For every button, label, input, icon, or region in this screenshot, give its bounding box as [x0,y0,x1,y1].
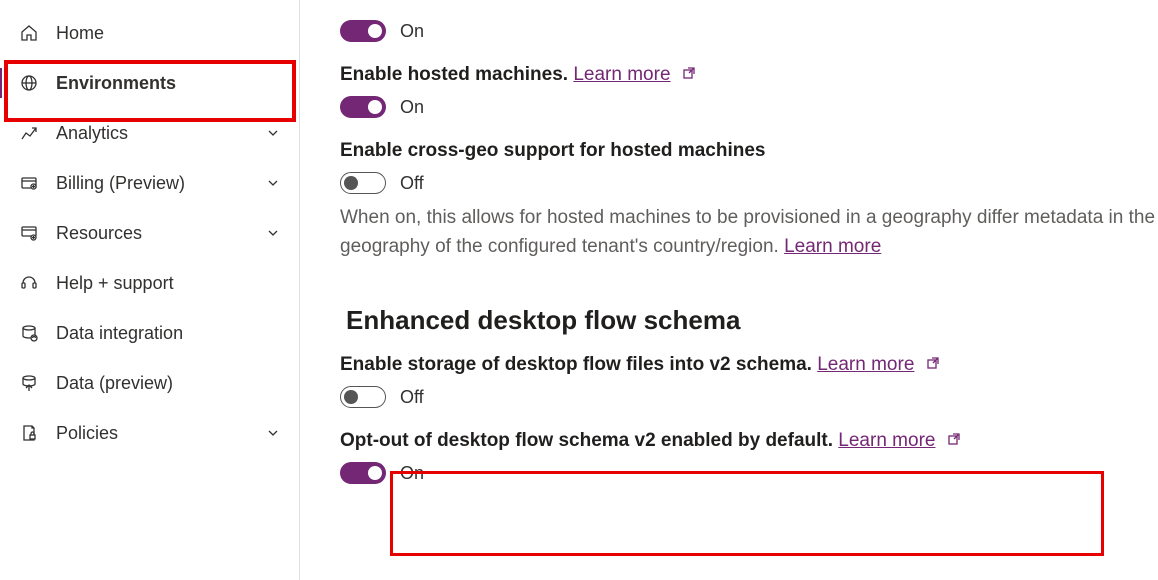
billing-icon [18,172,40,194]
learn-more-link[interactable]: Learn more [838,430,935,451]
toggle-state-label: Off [400,173,424,194]
sidebar-item-label: Resources [56,223,265,244]
learn-more-link[interactable]: Learn more [817,354,914,375]
sidebar-item-label: Policies [56,423,265,444]
section-heading: Enhanced desktop flow schema [346,305,1158,336]
sidebar-item-resources[interactable]: Resources [0,208,299,258]
resources-icon [18,222,40,244]
sidebar-item-label: Data integration [56,323,281,344]
sidebar-item-help-support[interactable]: Help + support [0,258,299,308]
sidebar-item-data-preview[interactable]: Data (preview) [0,358,299,408]
setting-title: Enable cross-geo support for hosted mach… [340,140,1158,162]
setting-row: On [340,20,1158,42]
learn-more-link[interactable]: Learn more [573,64,670,85]
toggle-state-label: On [400,463,424,484]
learn-more-link[interactable]: Learn more [784,236,881,257]
chevron-down-icon [265,225,281,241]
setting-description: When on, this allows for hosted machines… [340,204,1158,261]
sidebar-item-label: Environments [56,73,281,94]
chevron-down-icon [265,175,281,191]
sidebar-item-label: Home [56,23,281,44]
external-link-icon [947,430,961,452]
support-icon [18,272,40,294]
toggle-state-label: On [400,21,424,42]
toggle-switch[interactable] [340,96,386,118]
chevron-down-icon [265,125,281,141]
setting-storage-v2: Enable storage of desktop flow files int… [340,354,1158,408]
main-content: On Enable hosted machines. Learn more On… [300,0,1158,580]
analytics-icon [18,122,40,144]
toggle-state-label: Off [400,387,424,408]
toggle-state-label: On [400,97,424,118]
sidebar-item-home[interactable]: Home [0,8,299,58]
sidebar-item-label: Help + support [56,273,281,294]
globe-icon [18,72,40,94]
sidebar-item-label: Data (preview) [56,373,281,394]
sidebar-item-analytics[interactable]: Analytics [0,108,299,158]
external-link-icon [926,354,940,376]
data-preview-icon [18,372,40,394]
sidebar-item-billing[interactable]: Billing (Preview) [0,158,299,208]
toggle-switch[interactable] [340,462,386,484]
toggle-switch[interactable] [340,20,386,42]
setting-title: Enable hosted machines. Learn more [340,64,1158,86]
home-icon [18,22,40,44]
sidebar-item-data-integration[interactable]: Data integration [0,308,299,358]
sidebar-item-environments[interactable]: Environments [0,58,299,108]
setting-opt-out-v2: Opt-out of desktop flow schema v2 enable… [340,430,1158,484]
toggle-switch[interactable] [340,386,386,408]
policies-icon [18,422,40,444]
sidebar-item-label: Billing (Preview) [56,173,265,194]
sidebar-item-label: Analytics [56,123,265,144]
chevron-down-icon [265,425,281,441]
setting-cross-geo: Enable cross-geo support for hosted mach… [340,140,1158,261]
sidebar: Home Environments Analytics Billing (Pre… [0,0,300,580]
setting-title: Opt-out of desktop flow schema v2 enable… [340,430,1158,452]
setting-hosted-machines: Enable hosted machines. Learn more On [340,64,1158,118]
data-integration-icon [18,322,40,344]
external-link-icon [682,64,696,86]
toggle-switch[interactable] [340,172,386,194]
sidebar-item-policies[interactable]: Policies [0,408,299,458]
setting-title: Enable storage of desktop flow files int… [340,354,1158,376]
